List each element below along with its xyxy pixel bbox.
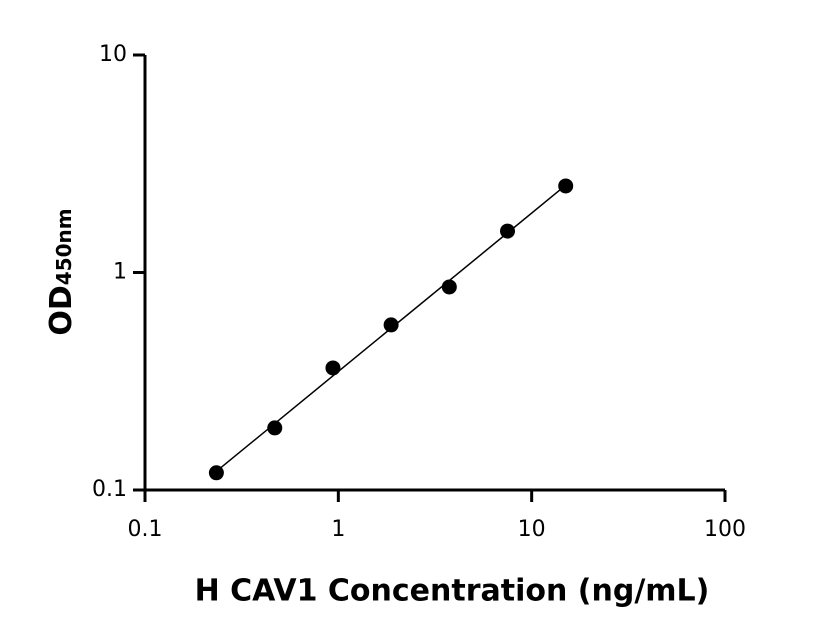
- data-point: [267, 420, 283, 436]
- x-tick-label: 100: [704, 517, 746, 542]
- data-point: [208, 465, 224, 481]
- y-axis-title-main: OD: [44, 285, 79, 335]
- y-axis-title-sub: 450nm: [52, 208, 76, 285]
- y-tick-label: 10: [99, 42, 127, 67]
- data-point: [558, 178, 574, 194]
- x-tick-label: 0.1: [128, 517, 163, 542]
- x-tick-label: 1: [331, 517, 345, 542]
- x-tick-label: 10: [518, 517, 546, 542]
- x-axis-title: H CAV1 Concentration (ng/mL): [195, 574, 710, 609]
- data-point: [383, 317, 399, 333]
- y-tick-label: 1: [113, 260, 127, 285]
- y-axis-title: OD450nm: [44, 208, 79, 335]
- data-point: [441, 279, 457, 295]
- data-point: [325, 360, 341, 376]
- y-tick-label: 0.1: [92, 477, 127, 502]
- data-point: [500, 223, 516, 239]
